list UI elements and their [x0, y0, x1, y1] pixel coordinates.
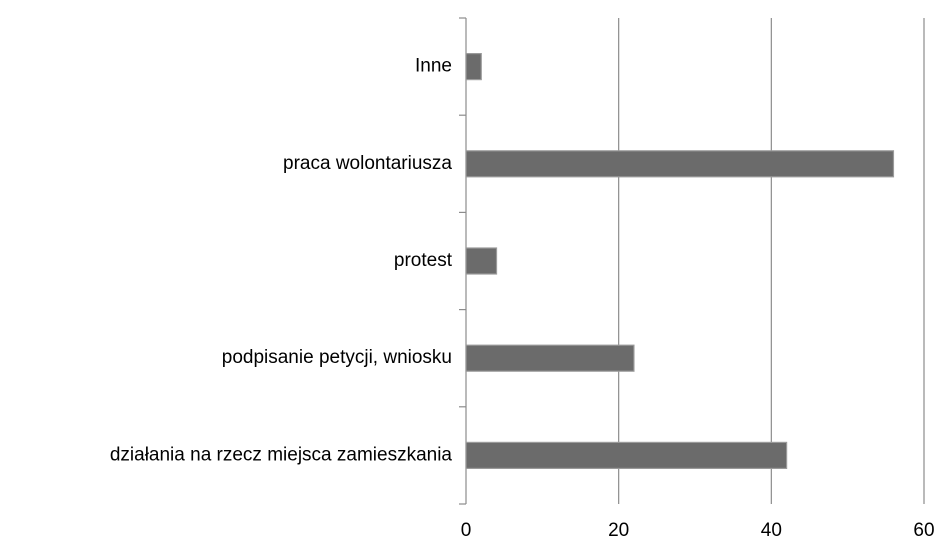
bar	[465, 344, 635, 372]
y-tick-label: podpisanie petycji, wniosku	[222, 347, 452, 368]
y-tick-label: protest	[394, 250, 453, 271]
bar	[465, 247, 498, 275]
bar	[465, 150, 895, 178]
y-tick-label: praca wolontariusza	[283, 153, 452, 174]
bar	[465, 52, 482, 81]
x-tick-label: 0	[461, 520, 472, 541]
x-tick-label: 40	[761, 520, 782, 541]
x-tick-label: 60	[913, 520, 934, 541]
x-tick-label: 20	[608, 520, 629, 541]
bar	[465, 441, 788, 469]
y-tick-label: działania na rzecz miejsca zamieszkania	[110, 444, 453, 465]
y-tick-label: Inne	[415, 56, 452, 77]
